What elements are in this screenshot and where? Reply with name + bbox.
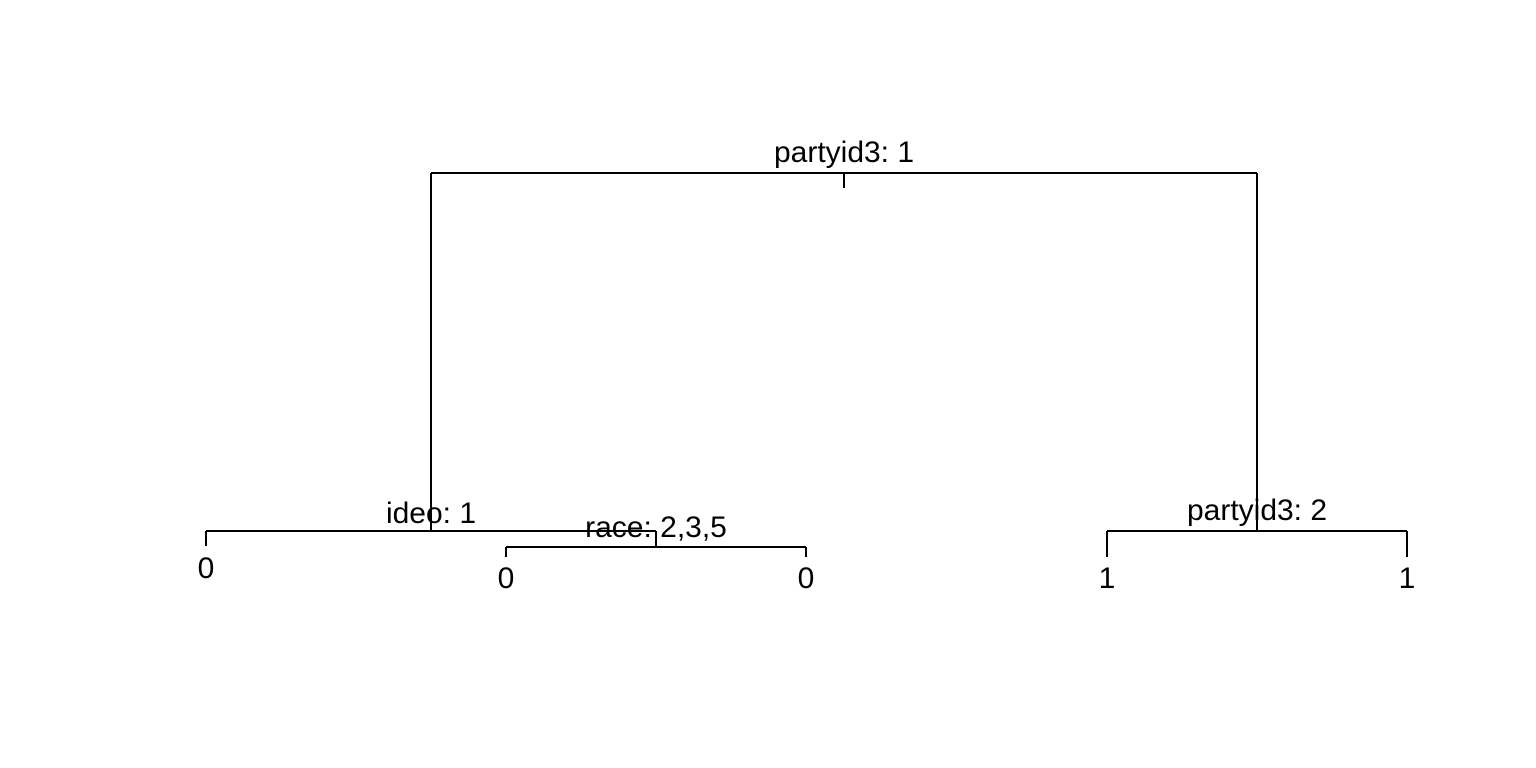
ideo-split-node: ideo: 1 — [205, 497, 657, 547]
leaf-race-left: 0 — [498, 562, 515, 595]
leaf-ideo-left: 0 — [198, 552, 215, 585]
partyid3-2-split-node: partyid3: 2 — [1106, 494, 1408, 557]
race-split-node: race: 2,3,5 — [505, 511, 807, 557]
leaf-partyid3-2-right: 1 — [1399, 562, 1416, 595]
leaf-partyid3-2-left: 1 — [1099, 562, 1116, 595]
root-split-node: partyid3: 1 — [430, 136, 1258, 531]
root-split-label: partyid3: 1 — [774, 136, 914, 169]
partyid3-2-split-label: partyid3: 2 — [1187, 494, 1327, 527]
leaf-race-right: 0 — [798, 562, 815, 595]
race-split-label: race: 2,3,5 — [585, 511, 727, 544]
ideo-split-label: ideo: 1 — [386, 497, 476, 530]
